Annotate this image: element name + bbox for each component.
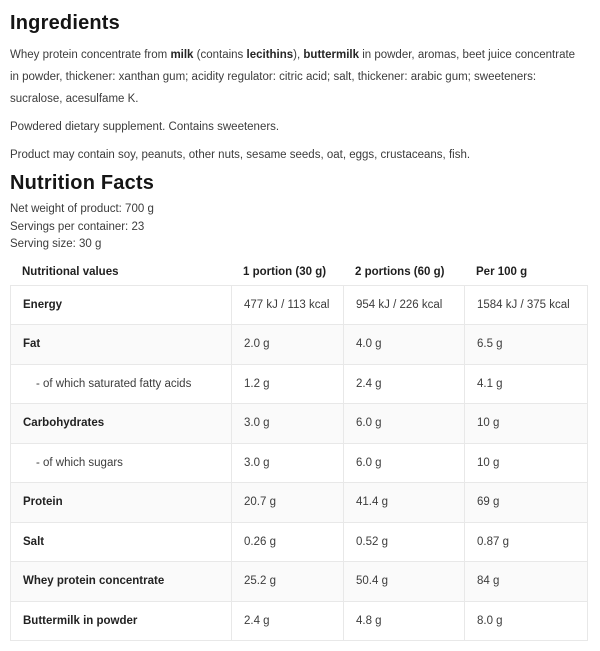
row-value: 3.0 g bbox=[231, 442, 344, 483]
table-row-sugars: - of which sugars 3.0 g 6.0 g 10 g bbox=[10, 442, 588, 483]
col-header-nutritional-values: Nutritional values bbox=[22, 265, 119, 278]
row-value: 10 g bbox=[464, 403, 588, 444]
row-value: 0.87 g bbox=[464, 521, 588, 562]
table-row-protein: Protein 20.7 g 41.4 g 69 g bbox=[10, 482, 588, 523]
row-value: 6.5 g bbox=[464, 324, 588, 365]
nutrition-table: Energy 477 kJ / 113 kcal 954 kJ / 226 kc… bbox=[10, 284, 588, 642]
ingredient-milk: milk bbox=[170, 49, 194, 61]
row-label: - of which sugars bbox=[10, 442, 232, 483]
row-value: 2.0 g bbox=[231, 324, 344, 365]
ingredients-heading: Ingredients bbox=[10, 12, 120, 34]
row-label: Whey protein concentrate bbox=[10, 561, 232, 602]
row-value: 2.4 g bbox=[343, 363, 465, 404]
table-row-buttermilk-in-powder: Buttermilk in powder 2.4 g 4.8 g 8.0 g bbox=[10, 600, 588, 641]
row-value: 8.0 g bbox=[464, 600, 588, 641]
table-row-fat: Fat 2.0 g 4.0 g 6.5 g bbox=[10, 324, 588, 365]
serving-info: Net weight of product: 700 g Servings pe… bbox=[10, 201, 587, 254]
row-value: 4.1 g bbox=[464, 363, 588, 404]
row-label: - of which saturated fatty acids bbox=[10, 363, 232, 404]
row-value: 477 kJ / 113 kcal bbox=[231, 284, 344, 325]
row-value: 1.2 g bbox=[231, 363, 344, 404]
row-value: 20.7 g bbox=[231, 482, 344, 523]
row-value: 3.0 g bbox=[231, 403, 344, 444]
row-value: 0.52 g bbox=[343, 521, 465, 562]
ingredients-text-segment: ), bbox=[293, 49, 304, 61]
row-value: 1584 kJ / 375 kcal bbox=[464, 284, 588, 325]
row-value: 84 g bbox=[464, 561, 588, 602]
allergen-note: Product may contain soy, peanuts, other … bbox=[10, 149, 471, 161]
row-value: 41.4 g bbox=[343, 482, 465, 523]
row-label: Salt bbox=[10, 521, 232, 562]
ingredients-text-segment: (contains bbox=[193, 49, 247, 61]
col-header-2-portions: 2 portions (60 g) bbox=[355, 265, 445, 278]
row-value: 954 kJ / 226 kcal bbox=[343, 284, 465, 325]
row-value: 6.0 g bbox=[343, 403, 465, 444]
row-value: 6.0 g bbox=[343, 442, 465, 483]
table-row-whey-protein-concentrate: Whey protein concentrate 25.2 g 50.4 g 8… bbox=[10, 561, 588, 602]
ingredients-text-segment: in powder, aromas, beet juice concentrat… bbox=[10, 49, 576, 105]
serving-size: Serving size: 30 g bbox=[10, 238, 102, 250]
row-value: 10 g bbox=[464, 442, 588, 483]
col-header-1-portion: 1 portion (30 g) bbox=[243, 265, 327, 278]
row-label: Buttermilk in powder bbox=[10, 600, 232, 641]
row-value: 69 g bbox=[464, 482, 588, 523]
row-label: Energy bbox=[10, 284, 232, 325]
ingredient-lecithins: lecithins bbox=[246, 49, 294, 61]
table-row-carbohydrates: Carbohydrates 3.0 g 6.0 g 10 g bbox=[10, 403, 588, 444]
servings-per-container: Servings per container: 23 bbox=[10, 220, 145, 233]
row-label: Carbohydrates bbox=[10, 403, 232, 444]
ingredient-buttermilk: buttermilk bbox=[303, 49, 359, 61]
row-value: 4.8 g bbox=[343, 600, 465, 641]
ingredients-description: Whey protein concentrate from milk (cont… bbox=[10, 44, 587, 110]
row-label: Fat bbox=[10, 324, 232, 365]
ingredients-text-segment: Whey protein concentrate from bbox=[10, 49, 171, 61]
nutrition-facts-heading: Nutrition Facts bbox=[10, 172, 155, 194]
net-weight: Net weight of product: 700 g bbox=[10, 203, 154, 215]
row-label: Protein bbox=[10, 482, 232, 523]
table-row-saturated-fatty-acids: - of which saturated fatty acids 1.2 g 2… bbox=[10, 363, 588, 404]
row-value: 0.26 g bbox=[231, 521, 344, 562]
row-value: 2.4 g bbox=[231, 600, 344, 641]
row-value: 50.4 g bbox=[343, 561, 465, 602]
row-value: 25.2 g bbox=[231, 561, 344, 602]
row-value: 4.0 g bbox=[343, 324, 465, 365]
supplement-note: Powdered dietary supplement. Contains sw… bbox=[10, 121, 280, 133]
table-row-energy: Energy 477 kJ / 113 kcal 954 kJ / 226 kc… bbox=[10, 284, 588, 325]
nutrition-table-header: Nutritional values 1 portion (30 g) 2 po… bbox=[10, 259, 587, 285]
col-header-per-100g: Per 100 g bbox=[476, 265, 528, 278]
table-row-salt: Salt 0.26 g 0.52 g 0.87 g bbox=[10, 521, 588, 562]
